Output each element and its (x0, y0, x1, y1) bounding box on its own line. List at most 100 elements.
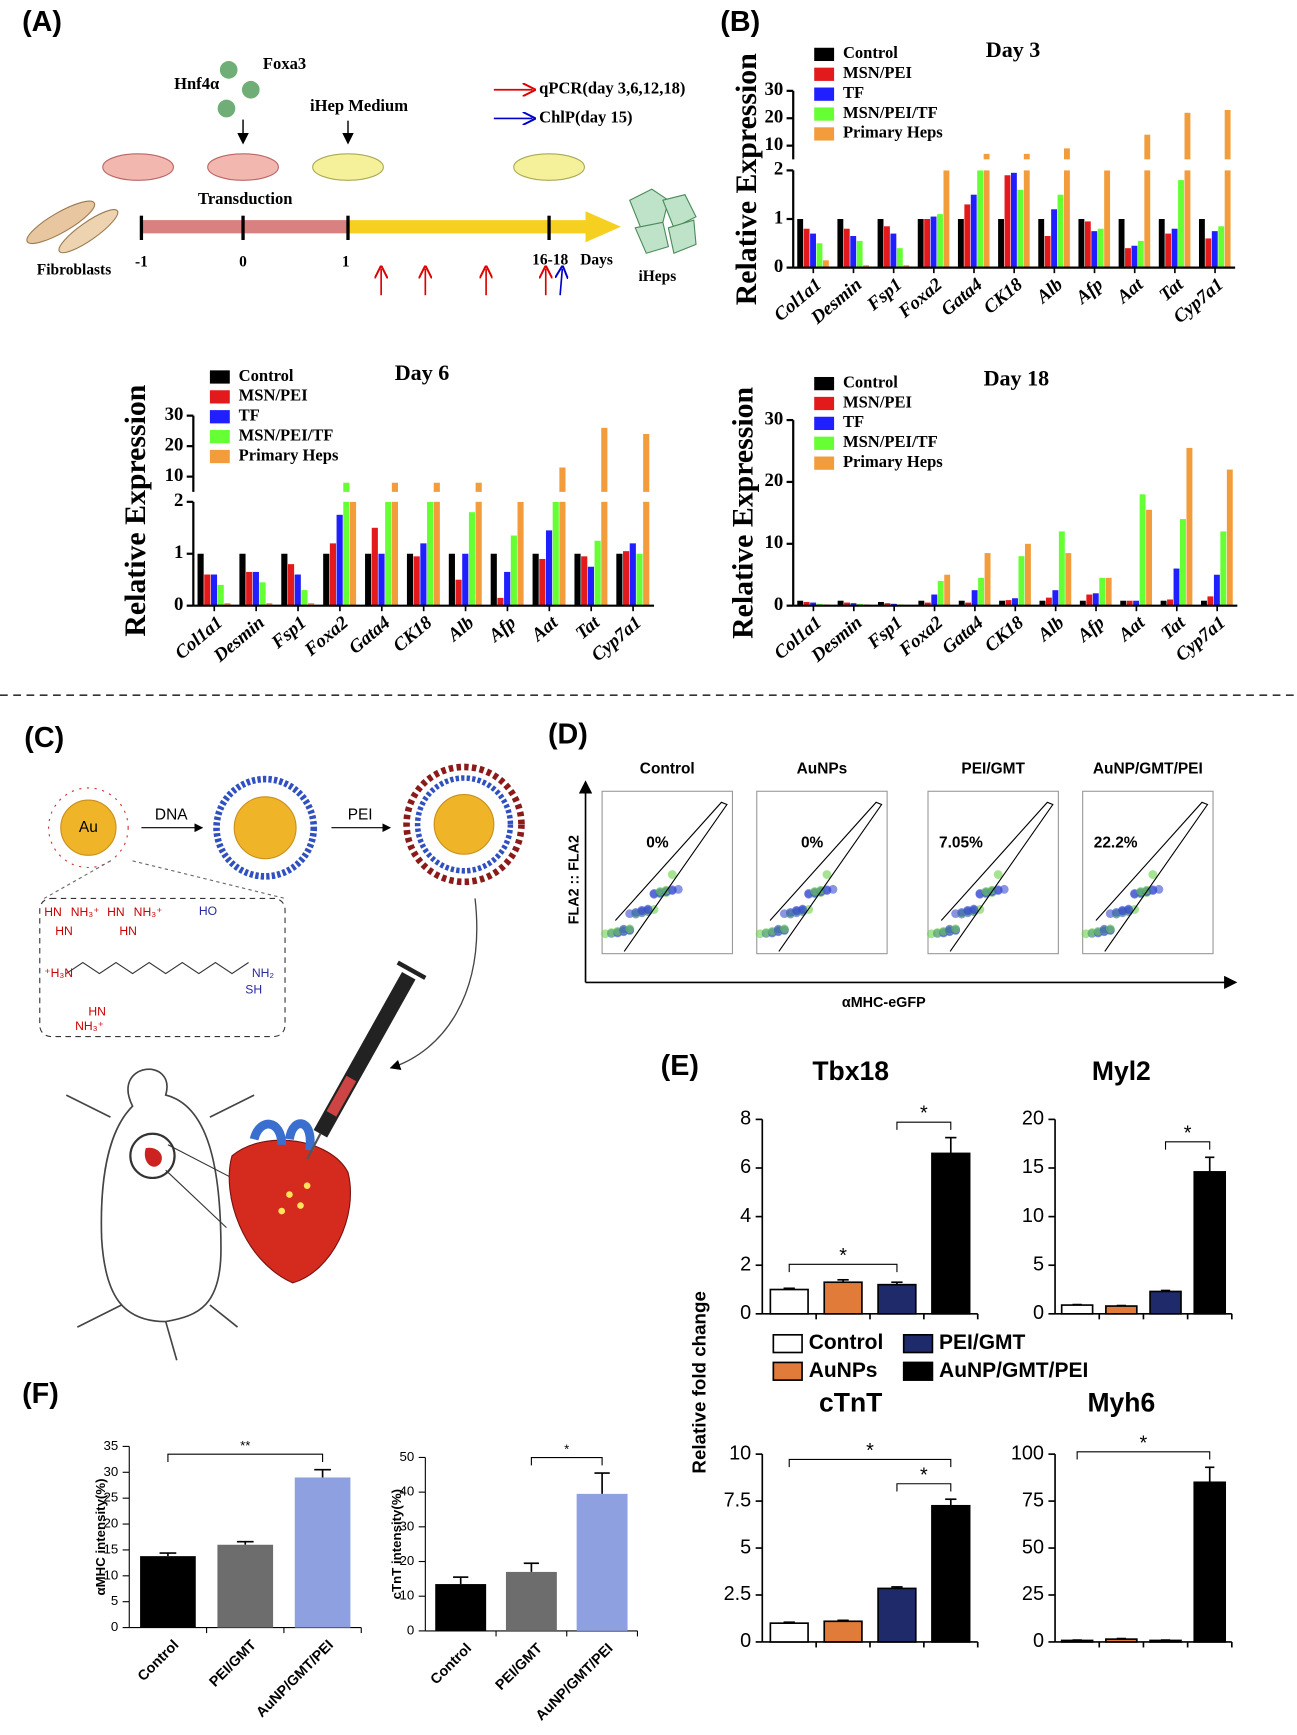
bar (490, 553, 497, 606)
y-tick-label: 40 (400, 1484, 415, 1499)
event-cloud (673, 884, 683, 894)
x-tick-label: PEI/GMT (493, 1640, 546, 1693)
axis-break-gap (186, 491, 655, 502)
chart-title: Day 18 (984, 365, 1050, 390)
bar (455, 579, 462, 606)
x-tick-label: CK18 (980, 274, 1028, 319)
bar (837, 600, 844, 606)
fibroblasts (26, 200, 119, 254)
bar (1057, 194, 1064, 268)
group-title: PEI/GMT (961, 760, 1025, 777)
event-cloud (951, 924, 961, 934)
bar (1133, 600, 1140, 606)
mouse (65, 1068, 255, 1361)
bar (1118, 219, 1125, 268)
y-tick-label: 10 (1022, 1205, 1044, 1227)
atom-label: HO (199, 904, 217, 918)
y-axis-label: Relative Expression (727, 386, 760, 638)
bar (532, 553, 539, 606)
event-cloud (1124, 904, 1133, 914)
y-tick-label: 25 (1022, 1583, 1044, 1605)
bar (1184, 112, 1191, 268)
bar (308, 603, 315, 606)
y-tick-label: 5 (740, 1536, 751, 1558)
y-tick-label: 50 (400, 1449, 415, 1464)
plot-frame (927, 790, 1059, 955)
y-tick-label: 0 (111, 1619, 118, 1634)
event-cloud (779, 924, 789, 934)
day: 0 (239, 254, 247, 271)
bar (1218, 226, 1225, 268)
y-axis-label: cTnT intensity(%) (389, 1489, 404, 1599)
legend-swatch (814, 436, 835, 450)
bar (1010, 172, 1017, 268)
legend-swatch (814, 47, 835, 62)
bar (210, 574, 218, 606)
panel-c: Au DNA PEI HN NH₃⁺ HN NH₃⁺ HN HN HO ⁺H₃N… (39, 763, 525, 1361)
bar (958, 600, 965, 606)
bar (1038, 219, 1045, 268)
time-arrows (381, 90, 562, 296)
legend-label: Control (843, 43, 898, 62)
atom-label: NH₃⁺ (134, 905, 163, 919)
y-tick-label: 15 (103, 1541, 118, 1556)
y-tick-label: 2 (740, 1253, 751, 1275)
y-tick-label: 20 (765, 470, 784, 491)
y-tick-label: 10 (400, 1588, 415, 1603)
y-tick-label: 8 (740, 1108, 751, 1130)
bar (1220, 531, 1227, 606)
bar (336, 514, 343, 606)
x-tick-label: PEI/GMT (207, 1637, 260, 1690)
bar (385, 501, 392, 606)
bar (1158, 219, 1165, 268)
bar (462, 553, 469, 606)
bar (930, 216, 937, 268)
atom-label: SH (245, 982, 262, 996)
bar (844, 602, 851, 606)
zoom-line (132, 860, 286, 899)
dish (102, 153, 175, 181)
atom-label: HN (107, 905, 125, 919)
bar (406, 553, 414, 606)
panel-label: (B) (720, 6, 760, 38)
chart-title: Day 3 (986, 37, 1041, 62)
zoom-line (167, 1144, 233, 1179)
y-tick-label: 100 (1011, 1442, 1044, 1464)
bar (252, 571, 259, 606)
bar (924, 602, 931, 606)
y-axis-label: Relative fold change (688, 1291, 709, 1474)
significance-label: * (920, 1103, 928, 1125)
legend-swatch (814, 127, 835, 141)
ligands (48, 787, 129, 869)
bar (983, 153, 990, 268)
gate (769, 801, 883, 952)
gate (614, 801, 728, 952)
bar (797, 219, 804, 268)
bar (1039, 600, 1046, 606)
unit: Days (580, 252, 613, 269)
significance-bracket (896, 1483, 952, 1492)
legend-swatch (209, 430, 230, 444)
bar (1023, 153, 1030, 268)
bar (822, 260, 829, 268)
event-cloud (643, 904, 653, 914)
event-cloud (667, 870, 677, 879)
chart-title: Myh6 (1087, 1387, 1155, 1417)
x-tick-label: Alb (443, 612, 478, 646)
bar (343, 482, 350, 606)
factor-dot (241, 80, 260, 99)
x-tick-label: Aat (1112, 274, 1148, 309)
atom-label: HN (88, 1004, 106, 1018)
bar (266, 603, 273, 606)
vessels (249, 1119, 315, 1152)
significance-bracket (1164, 1141, 1211, 1150)
y-tick-label: 10 (729, 1442, 751, 1464)
legend-swatch (209, 390, 230, 404)
legend-swatch (814, 107, 835, 121)
significance-label: * (564, 1441, 569, 1456)
significance-label: ** (240, 1438, 250, 1453)
bar (903, 265, 910, 268)
bar (504, 571, 511, 606)
legend-label: MSN/PEI (843, 63, 912, 82)
